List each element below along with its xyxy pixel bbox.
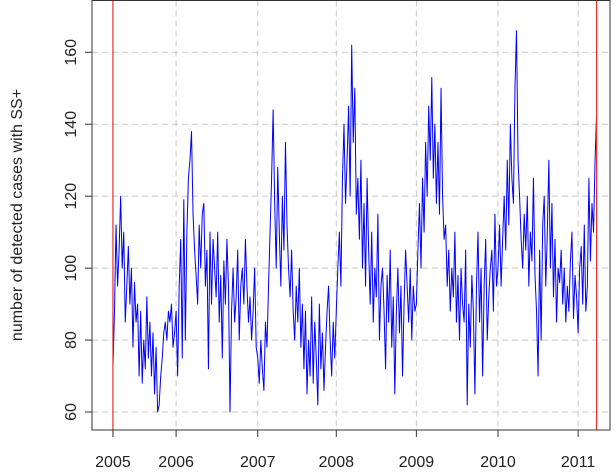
y-axis-label: number of detected cases with SS+ bbox=[9, 89, 26, 341]
x-tick-label: 2006 bbox=[158, 454, 194, 471]
y-tick-label: 160 bbox=[63, 39, 80, 66]
y-tick-label: 140 bbox=[63, 111, 80, 138]
x-tick-label: 2011 bbox=[561, 454, 596, 471]
x-tick-label: 2009 bbox=[399, 454, 435, 471]
y-tick-label: 100 bbox=[63, 255, 80, 282]
y-tick-label: 60 bbox=[63, 403, 80, 421]
x-tick-label: 2008 bbox=[318, 454, 354, 471]
x-tick-label: 2007 bbox=[240, 454, 276, 471]
y-tick-label: 80 bbox=[63, 331, 80, 349]
data-line bbox=[112, 30, 598, 413]
y-tick-label: 120 bbox=[63, 183, 80, 210]
x-tick-label: 2005 bbox=[95, 454, 131, 471]
plot-frame bbox=[91, 0, 611, 431]
x-tick-label: 2010 bbox=[480, 454, 516, 471]
